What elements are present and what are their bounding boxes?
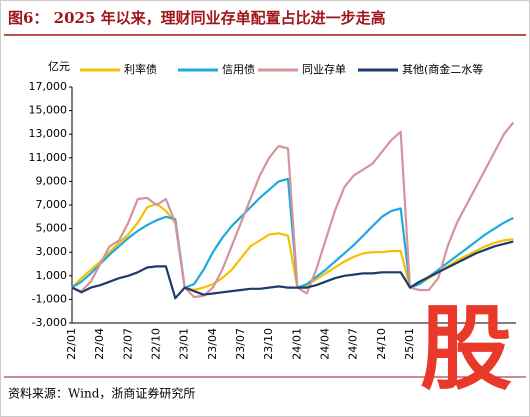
- x-tick-label: 24/04: [319, 328, 332, 360]
- source: 资料来源：Wind，浙商证券研究所: [8, 386, 195, 401]
- y-tick-label: 5,000: [36, 222, 68, 235]
- y-tick-label: 15,000: [29, 104, 68, 117]
- legend-label: 同业存单: [302, 62, 346, 76]
- legend-label: 信用债: [222, 62, 255, 76]
- chart-title: 图6： 2025 年以来，理财同业存单配置占比进一步走高: [8, 9, 386, 27]
- y-tick-label: 9,000: [36, 174, 68, 187]
- y-tick-label: 11,000: [29, 151, 68, 164]
- y-tick-label: 7,000: [36, 198, 68, 211]
- y-unit: 亿元: [48, 60, 70, 73]
- y-tick-label: 3,000: [36, 245, 68, 258]
- legend-label: 利率债: [124, 62, 157, 76]
- logo: 股: [420, 295, 512, 402]
- series-line: [71, 240, 514, 300]
- x-tick-label: 24/01: [290, 328, 303, 360]
- x-tick-label: 25/01: [403, 328, 416, 360]
- y-tick-label: 17,000: [29, 80, 68, 93]
- x-tick-label: 23/10: [262, 328, 275, 360]
- y-tick-label: 13,000: [29, 127, 68, 140]
- x-tick-label: 22/07: [121, 328, 134, 360]
- x-tick-label: 22/10: [150, 328, 163, 360]
- x-tick-label: 24/07: [347, 328, 360, 360]
- x-tick-label: 23/07: [234, 328, 247, 360]
- y-tick-label: 1,000: [36, 269, 68, 282]
- x-tick-label: 23/01: [178, 328, 191, 360]
- x-tick-label: 22/04: [93, 328, 106, 360]
- y-tick-label: -1,000: [32, 292, 67, 305]
- x-tick-label: 24/10: [375, 328, 388, 360]
- legend-label: 其他(商金二水等: [402, 62, 483, 76]
- series-line: [71, 121, 515, 299]
- y-tick-label: -3,000: [32, 316, 67, 329]
- x-tick-label: 22/01: [65, 328, 78, 360]
- x-tick-label: 23/04: [206, 328, 219, 360]
